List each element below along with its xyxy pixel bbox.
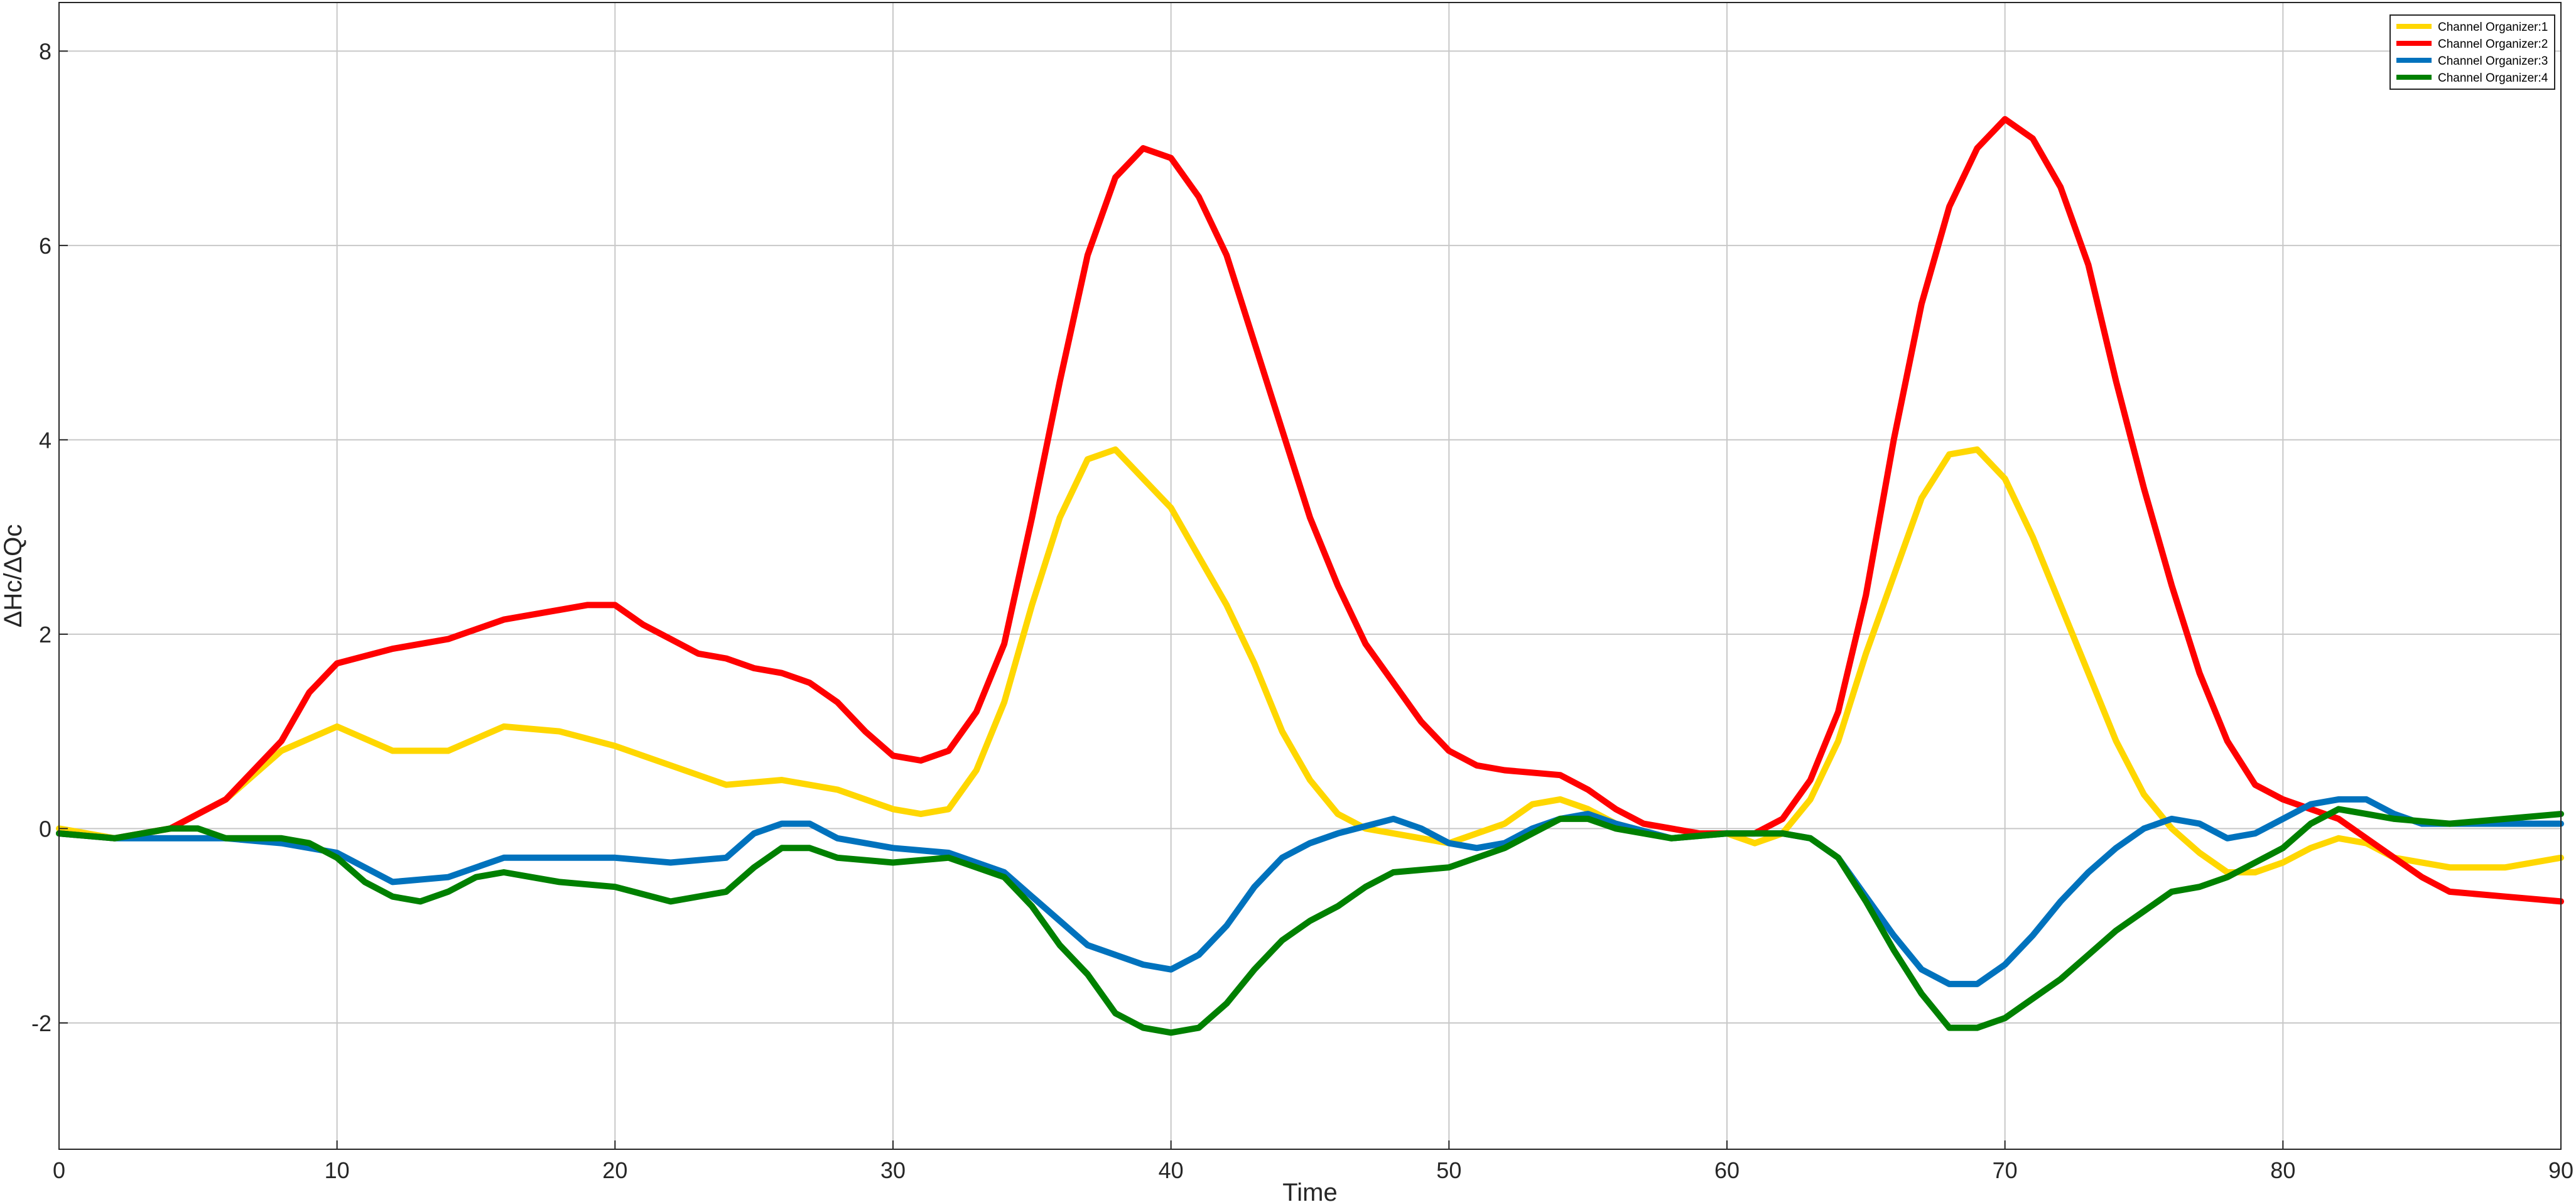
x-tick-label: 20 <box>602 1157 627 1183</box>
x-tick-label: 40 <box>1159 1157 1184 1183</box>
legend-label: Channel Organizer:3 <box>2438 55 2548 68</box>
y-tick-label: 6 <box>39 233 51 259</box>
x-tick-label: 60 <box>1714 1157 1740 1183</box>
series-lines <box>56 116 2564 1036</box>
x-axis-title: Time <box>1282 1179 1337 1202</box>
x-tick-label: 10 <box>325 1157 350 1183</box>
plot-background <box>59 3 2561 1149</box>
grid-lines <box>58 3 2562 1149</box>
y-tick-label: 4 <box>39 427 51 453</box>
x-tick-label: 80 <box>2270 1157 2295 1183</box>
series-line-2 <box>56 116 2564 905</box>
y-tick-label: 8 <box>39 38 51 64</box>
y-tick-label: 0 <box>39 816 51 842</box>
legend-label: Channel Organizer:4 <box>2438 72 2548 85</box>
legend: Channel Organizer:1 Channel Organizer:2 Ch… <box>2389 14 2555 90</box>
y-tick-label: 2 <box>39 622 51 647</box>
series-line-3 <box>56 796 2564 987</box>
plot-frame <box>58 2 2562 1150</box>
y-tick-label: -2 <box>31 1010 51 1036</box>
x-tick-label: 50 <box>1436 1157 1461 1183</box>
x-tick-label: 30 <box>880 1157 906 1183</box>
x-tick-label: 0 <box>53 1157 65 1183</box>
series-line-4 <box>56 806 2564 1036</box>
legend-label: Channel Organizer:1 <box>2438 21 2548 34</box>
legend-label: Channel Organizer:2 <box>2438 38 2548 51</box>
x-tick-label: 70 <box>1993 1157 2018 1183</box>
x-tick-label: 90 <box>2548 1157 2573 1183</box>
y-axis-title: ΔHc/ΔQc <box>0 524 27 628</box>
axis-ticks: 0 10 20 30 40 50 60 70 80 90 -2 0 2 4 6 8 <box>31 38 2573 1183</box>
